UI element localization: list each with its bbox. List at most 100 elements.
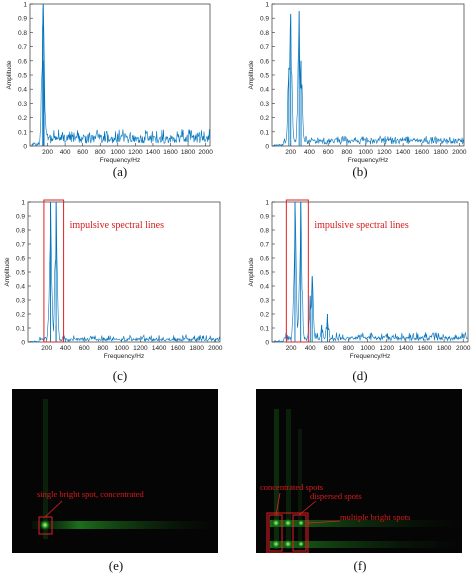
plot-frame xyxy=(271,3,465,147)
x-tick-label: 600 xyxy=(323,149,334,156)
caption-c: (c) xyxy=(112,368,128,383)
bright-spot xyxy=(297,519,305,527)
y-tick-label: 0.9 xyxy=(16,214,25,221)
y-tick-label: 0.3 xyxy=(260,101,269,108)
vertical-streak-2 xyxy=(286,409,291,549)
bright-spot-image-e: single bright spot, concentrated xyxy=(32,399,218,539)
chart-panel-b: 0 0.1 0.2 0.3 0.4 0.5 0.6 0.7 0.8 0.9 1 200 400 600 80… xyxy=(244,0,474,165)
y-tick-label: 0.8 xyxy=(260,30,269,37)
y-tick-label: 0.8 xyxy=(16,228,25,235)
x-tick-label: 200 xyxy=(285,149,296,156)
x-axis-label: Frequency/Hz xyxy=(104,353,144,360)
spectrum-line xyxy=(31,3,211,147)
x-tick-label: 1800 xyxy=(433,149,448,156)
x-tick-label: 1000 xyxy=(114,345,129,352)
x-tick-label: 1000 xyxy=(111,149,126,156)
chart-panel-c: 0 0.1 0.2 0.3 0.4 0.5 0.6 0.7 0.8 0.9 1 200 400 600 80… xyxy=(0,192,228,364)
bright-spot xyxy=(297,540,305,548)
y-axis-label: Amplitude xyxy=(248,257,255,286)
caption-d: (d) xyxy=(352,368,368,383)
x-tick-label: 1400 xyxy=(152,345,167,352)
y-tick-label: 1 xyxy=(265,2,269,9)
x-tick-label: 2000 xyxy=(198,149,213,156)
x-tick-label: 1200 xyxy=(133,345,148,352)
x-tick-label: 1000 xyxy=(360,345,375,352)
x-tick-label: 1600 xyxy=(418,345,433,352)
annotation-label: impulsive spectral lines xyxy=(70,220,165,231)
x-tick-label: 1200 xyxy=(379,345,394,352)
x-tick-label: 1600 xyxy=(163,149,178,156)
y-tick-label: 0 xyxy=(23,144,27,151)
y-tick-label: 0.2 xyxy=(260,312,269,319)
caption-f: (f) xyxy=(353,558,367,573)
x-tick-label: 2000 xyxy=(452,149,467,156)
x-tick-label: 1600 xyxy=(171,345,186,352)
x-tick-label: 1800 xyxy=(437,345,452,352)
y-tick-label: 0.9 xyxy=(260,214,269,221)
y-axis-label: Amplitude xyxy=(6,60,13,89)
vertical-streak-3 xyxy=(298,429,302,549)
x-tick-label: 1800 xyxy=(181,149,196,156)
y-tick-label: 0.5 xyxy=(260,73,269,80)
y-tick-label: 0 xyxy=(265,340,269,347)
x-tick-label: 2000 xyxy=(456,345,471,352)
y-tick-label: 0.9 xyxy=(18,16,27,23)
x-tick-label: 200 xyxy=(42,149,53,156)
y-tick-label: 0.1 xyxy=(260,129,269,136)
y-tick-label: 0.5 xyxy=(18,73,27,80)
annotation-f-dispersed: dispersed spots xyxy=(310,491,362,501)
y-tick-label: 1 xyxy=(21,200,25,207)
highlight-box xyxy=(43,199,65,343)
y-tick-label: 0.8 xyxy=(260,228,269,235)
vertical-streak xyxy=(43,399,48,539)
x-tick-label: 400 xyxy=(60,149,71,156)
spectrum-line xyxy=(273,201,468,343)
x-tick-label: 800 xyxy=(343,345,354,352)
bright-spot xyxy=(271,518,281,528)
y-tick-label: 0.1 xyxy=(260,326,269,333)
y-tick-label: 0.7 xyxy=(260,242,269,249)
y-tick-label: 0.6 xyxy=(16,256,25,263)
y-tick-label: 0.3 xyxy=(18,101,27,108)
x-tick-label: 600 xyxy=(324,345,335,352)
y-tick-label: 0.5 xyxy=(16,270,25,277)
bright-spot xyxy=(271,539,281,549)
x-tick-label: 1000 xyxy=(358,149,373,156)
plot-frame xyxy=(271,201,469,343)
x-tick-label: 400 xyxy=(304,149,315,156)
annotation-e: single bright spot, concentrated xyxy=(37,489,144,499)
y-tick-label: 1 xyxy=(265,200,269,207)
y-tick-label: 0.4 xyxy=(18,87,27,94)
y-tick-label: 0.4 xyxy=(260,87,269,94)
spectrum-line xyxy=(29,201,221,343)
y-axis-label: Amplitude xyxy=(248,60,255,89)
plot-frame xyxy=(29,3,211,147)
highlight-box xyxy=(285,199,309,343)
x-tick-label: 1400 xyxy=(399,345,414,352)
y-tick-label: 0.2 xyxy=(18,115,27,122)
highlight-box-concentrated xyxy=(268,514,283,552)
horizontal-streak-2 xyxy=(270,541,462,548)
x-tick-label: 1400 xyxy=(396,149,411,156)
y-tick-label: 0.7 xyxy=(16,242,25,249)
x-tick-label: 1200 xyxy=(128,149,143,156)
y-tick-label: 0.3 xyxy=(16,298,25,305)
x-tick-label: 800 xyxy=(341,149,352,156)
y-tick-label: 0.7 xyxy=(18,44,27,51)
x-tick-label: 200 xyxy=(41,345,52,352)
x-tick-label: 1600 xyxy=(415,149,430,156)
y-tick-label: 0.2 xyxy=(260,115,269,122)
y-tick-label: 0 xyxy=(265,144,269,151)
y-tick-label: 0.7 xyxy=(260,44,269,51)
x-tick-label: 400 xyxy=(305,345,316,352)
x-tick-label: 1800 xyxy=(189,345,204,352)
annotation-leader-f3 xyxy=(307,520,341,524)
x-tick-label: 400 xyxy=(60,345,71,352)
bright-spot-image-f: concentrated spots dispersed spots multi… xyxy=(260,409,462,554)
annotation-leader-f2 xyxy=(298,500,317,516)
x-tick-label: 1200 xyxy=(377,149,392,156)
x-axis-label: Frequency/Hz xyxy=(100,157,140,164)
